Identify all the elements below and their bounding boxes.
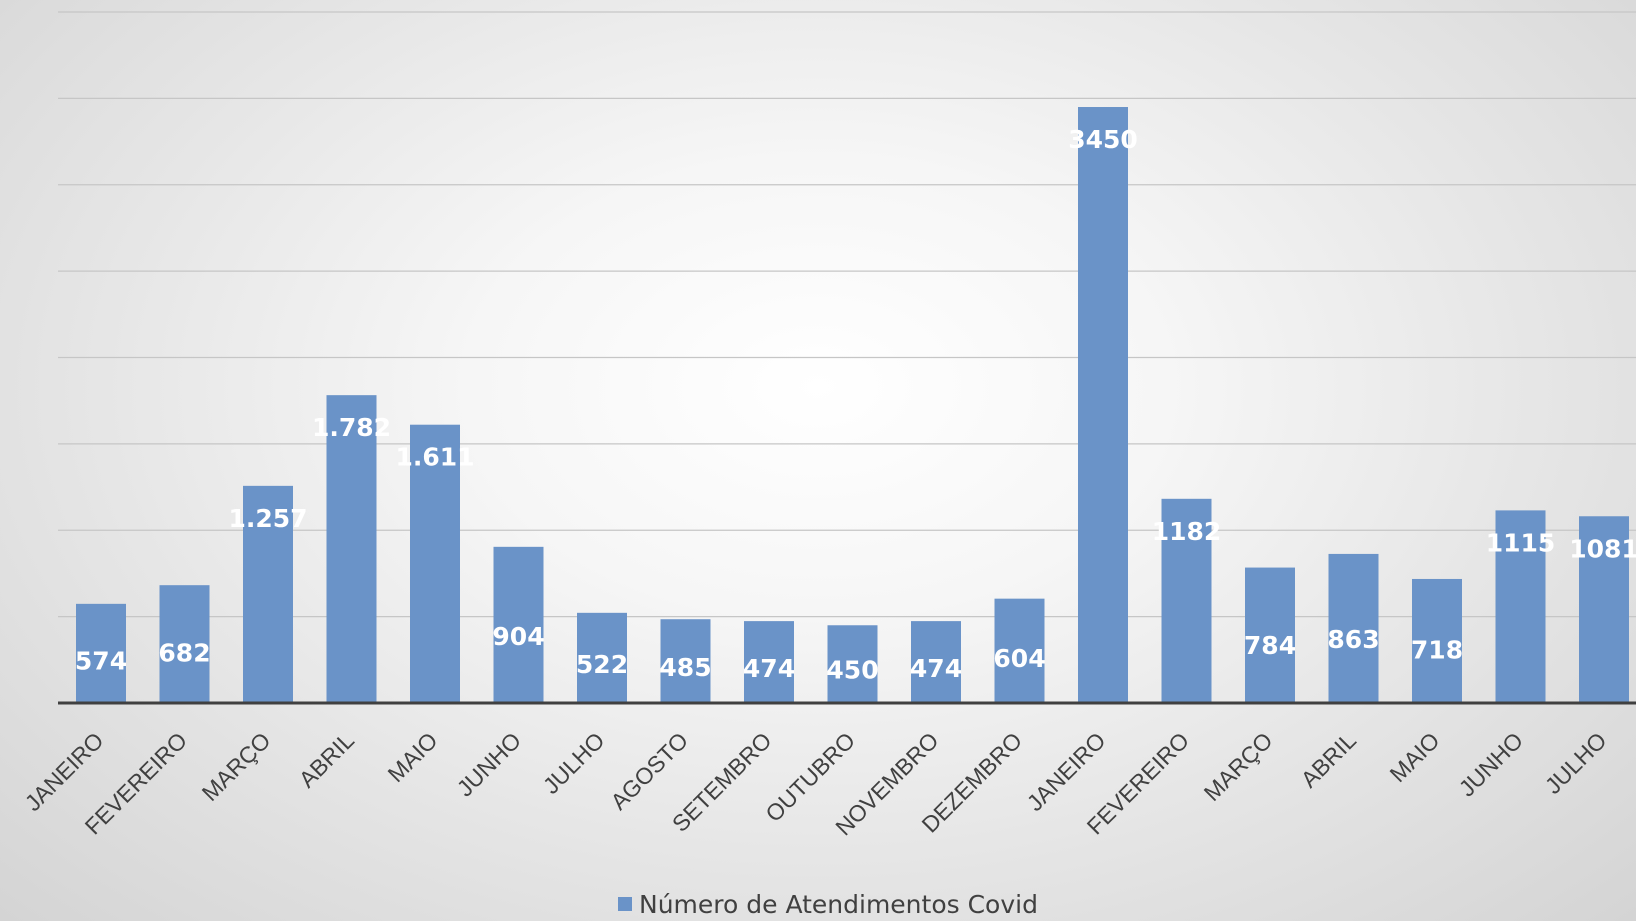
- bar: [577, 612, 627, 703]
- x-tick-label: MARÇO: [1199, 727, 1278, 806]
- bar: [911, 621, 961, 703]
- bar: [827, 625, 878, 703]
- bar: [1161, 498, 1212, 703]
- bar: [76, 603, 126, 703]
- bars: [76, 107, 1629, 703]
- bar: [1495, 510, 1546, 703]
- legend-swatch: [618, 897, 632, 911]
- x-tick-label: JUNHO: [1454, 727, 1528, 801]
- data-label: 474: [743, 654, 795, 683]
- bar: [493, 546, 544, 703]
- data-label: 1.611: [395, 443, 474, 472]
- x-tick-label: JANEIRO: [20, 727, 109, 816]
- data-label: 485: [659, 653, 711, 682]
- bar: [1579, 516, 1629, 703]
- data-label: 904: [492, 622, 544, 651]
- x-tick-label: MAIO: [383, 727, 443, 787]
- x-tick-label: MAIO: [1385, 727, 1445, 787]
- data-label: 1182: [1152, 517, 1222, 546]
- bar: [1245, 567, 1295, 703]
- data-label: 863: [1327, 625, 1379, 654]
- bar: [994, 598, 1045, 703]
- data-label: 604: [993, 644, 1045, 673]
- data-label: 1115: [1486, 528, 1556, 557]
- data-label: 718: [1411, 636, 1463, 665]
- bar: [1078, 107, 1128, 703]
- data-label: 522: [576, 650, 628, 679]
- data-label: 784: [1244, 631, 1296, 660]
- x-tick-label: JANEIRO: [1022, 727, 1111, 816]
- bar: [1412, 578, 1462, 703]
- x-tick-label: JUNHO: [452, 727, 526, 801]
- data-label: 1.782: [312, 413, 391, 442]
- x-tick-label: AGOSTO: [605, 727, 693, 815]
- data-label: 1.257: [228, 504, 307, 533]
- x-tick-label: JULHO: [538, 727, 610, 799]
- bar: [410, 424, 460, 703]
- bar: [744, 621, 794, 703]
- x-tick-label: ABRIL: [294, 727, 360, 793]
- legend-label: Número de Atendimentos Covid: [639, 889, 1038, 919]
- bar: [660, 619, 711, 703]
- data-label: 574: [75, 646, 127, 675]
- x-tick-label: MARÇO: [197, 727, 276, 806]
- data-label: 474: [910, 654, 962, 683]
- x-tick-label: JULHO: [1540, 727, 1612, 799]
- legend: Número de Atendimentos Covid: [618, 889, 1038, 919]
- bar: [159, 585, 210, 703]
- data-label: 450: [826, 656, 878, 685]
- data-label: 3450: [1068, 125, 1138, 154]
- bar: [1328, 553, 1379, 703]
- bar: [326, 395, 377, 703]
- data-label: 1081: [1569, 534, 1636, 563]
- gridlines: [58, 11, 1636, 618]
- x-tick-label: ABRIL: [1296, 727, 1362, 793]
- bar: [243, 485, 293, 703]
- data-label: 682: [158, 638, 210, 667]
